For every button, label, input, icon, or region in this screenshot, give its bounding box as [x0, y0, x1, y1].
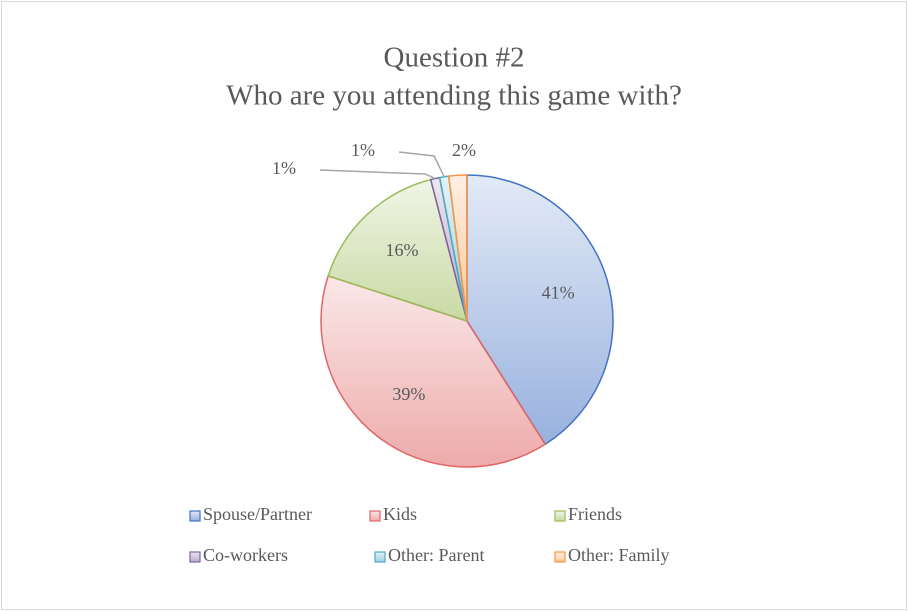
legend-label: Spouse/Partner	[203, 504, 312, 524]
pie-slice	[466, 174, 614, 446]
pie-slice	[327, 178, 469, 323]
data-label: 1%	[351, 140, 375, 160]
data-label: 1%	[272, 158, 296, 178]
data-label: 16%	[386, 240, 419, 260]
legend-swatch	[554, 551, 566, 563]
legend-label: Other: Parent	[388, 545, 484, 565]
pie-slice	[320, 274, 547, 468]
leader-line	[319, 169, 436, 180]
legend-swatch	[374, 551, 386, 563]
legend-swatch	[189, 510, 201, 522]
legend-label: Kids	[383, 504, 417, 524]
legend-swatch	[369, 510, 381, 522]
data-label: 39%	[392, 384, 425, 404]
legend-label: Other: Family	[568, 545, 670, 565]
legend-label: Friends	[568, 504, 622, 524]
legend-swatch	[189, 551, 201, 563]
data-label: 41%	[542, 283, 575, 303]
leader-line	[398, 151, 445, 178]
legend-swatch	[554, 510, 566, 522]
data-label: 2%	[452, 140, 476, 160]
chart-subtitle: Who are you attending this game with?	[226, 80, 682, 112]
legend-label: Co-workers	[203, 545, 288, 565]
pie-slice	[447, 174, 468, 322]
chart-title: Question #2	[384, 42, 525, 74]
